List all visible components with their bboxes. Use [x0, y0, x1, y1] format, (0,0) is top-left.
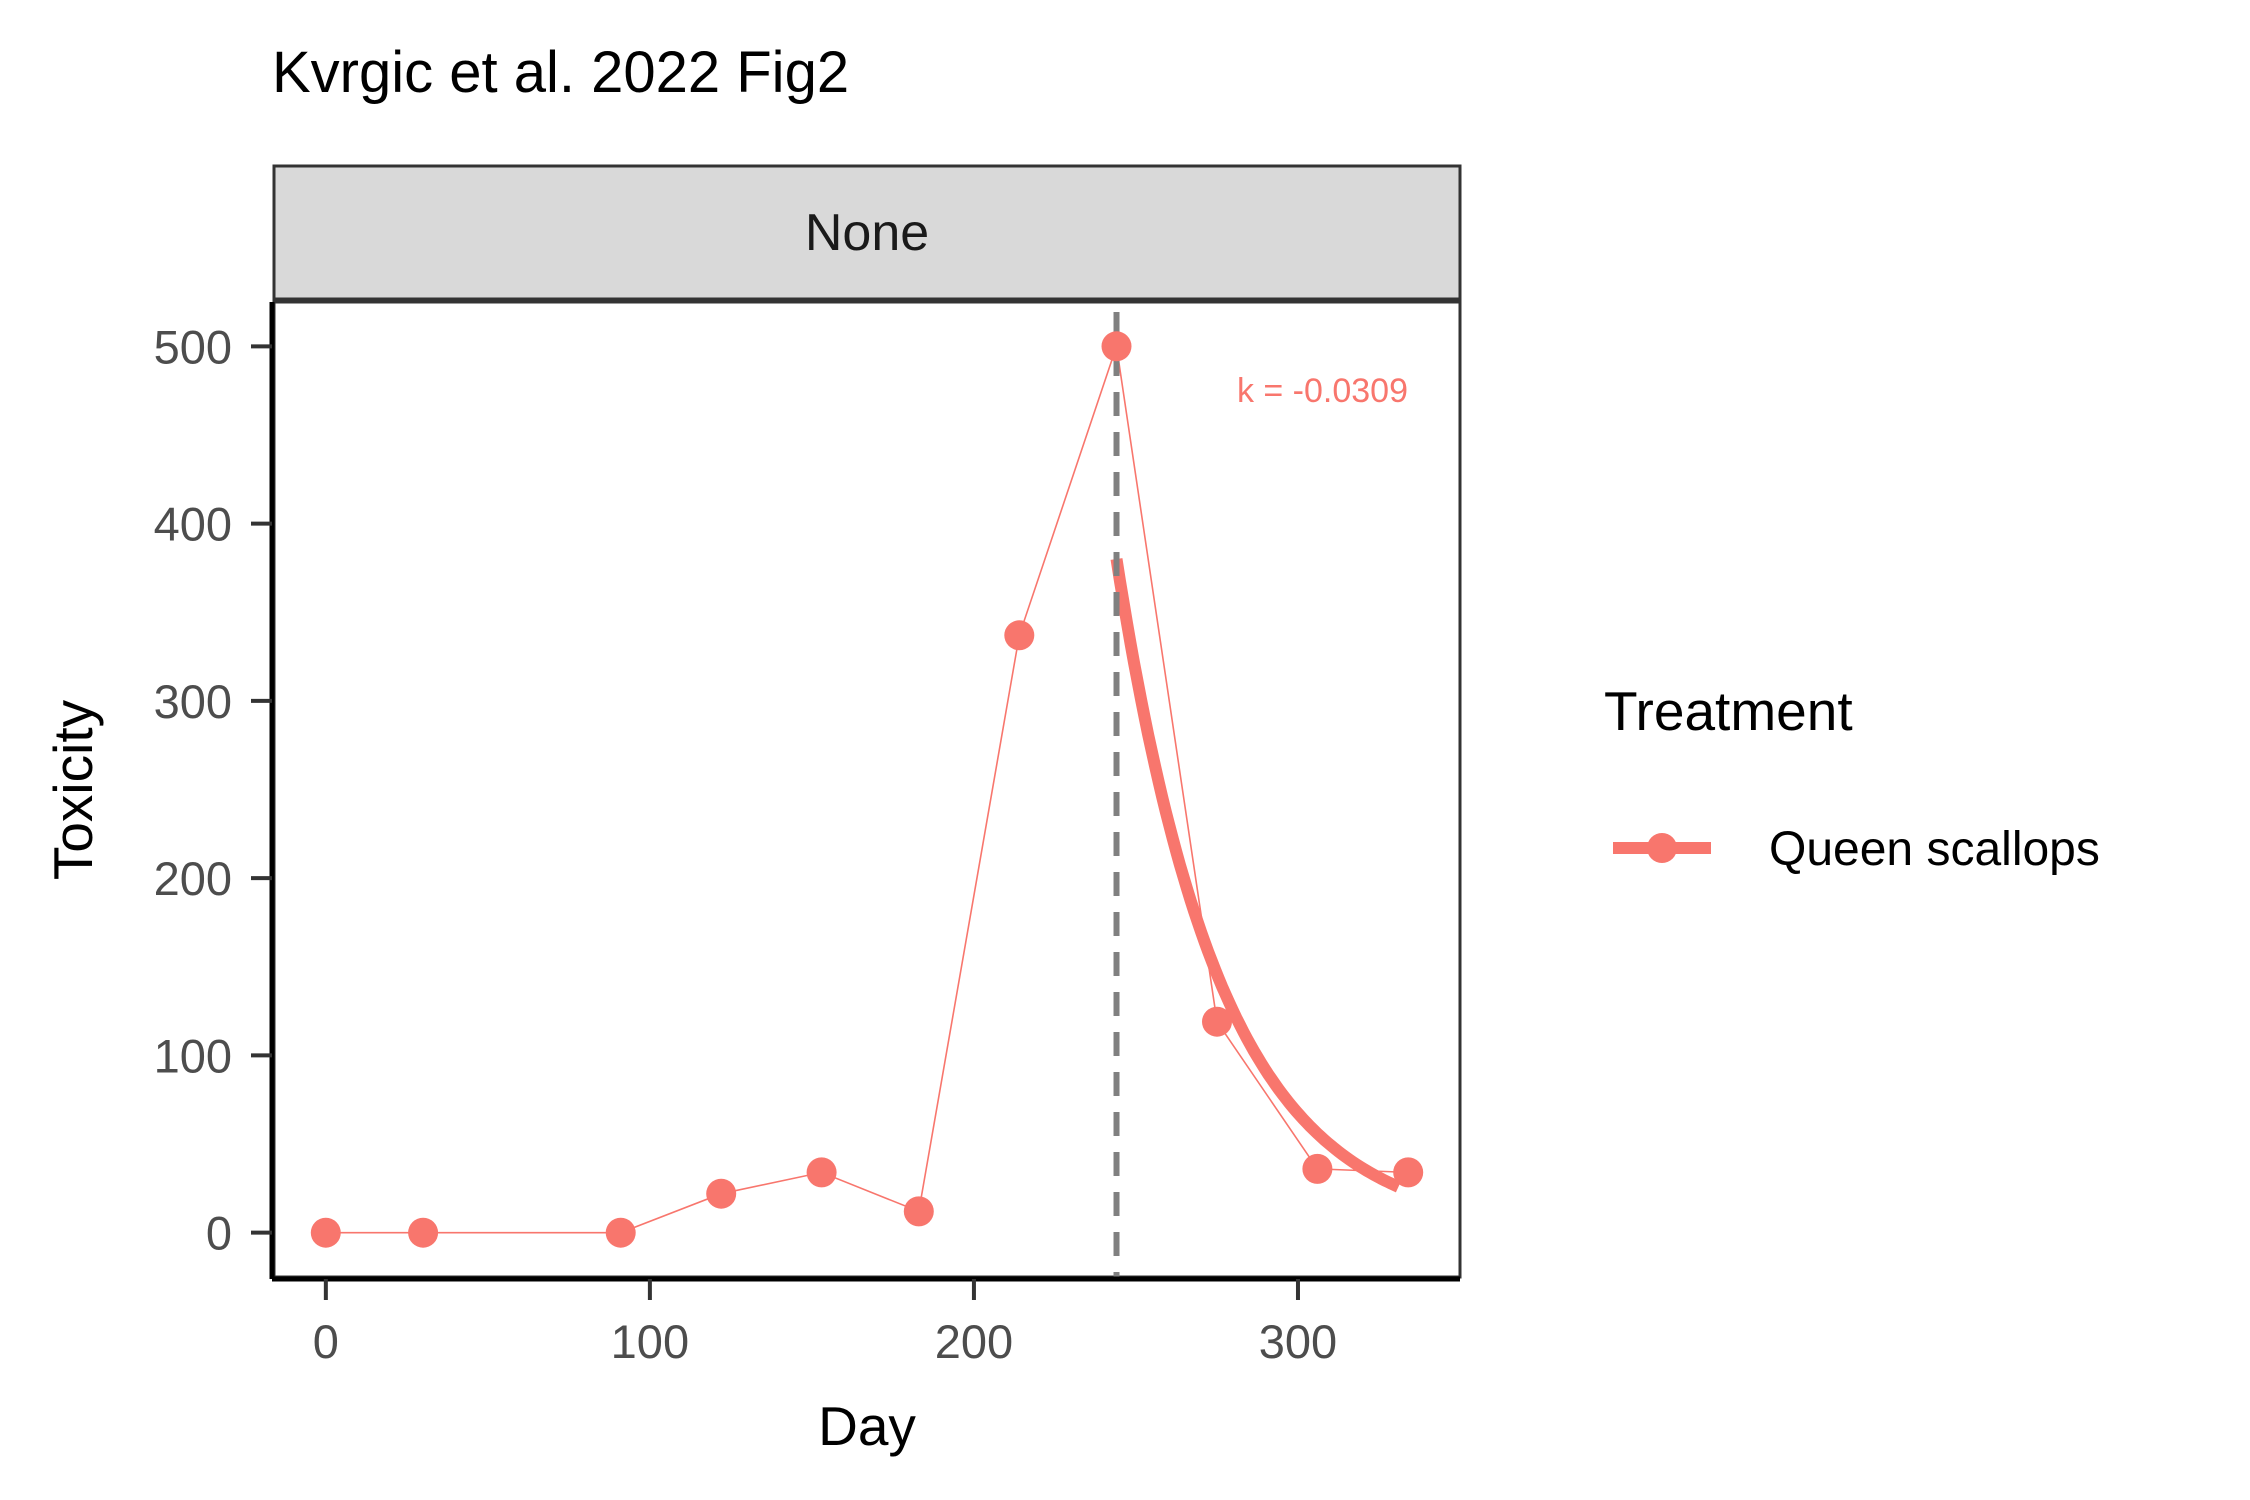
data-point	[903, 1196, 934, 1227]
data-point	[1302, 1153, 1333, 1184]
fit-curve	[1110, 558, 1401, 1193]
data-point	[1004, 620, 1035, 651]
legend-entries: Queen scallops	[1613, 823, 2100, 876]
plot-layer: k = -0.0309	[310, 312, 1424, 1277]
y-axis-title: Toxicity	[42, 699, 104, 880]
x-tick-label: 200	[935, 1315, 1013, 1368]
plot-panel	[272, 300, 1462, 1279]
data-point	[1101, 331, 1132, 362]
x-axis-title: Day	[818, 1395, 916, 1457]
data-point	[408, 1217, 439, 1248]
legend: Treatment Queen scallops	[1604, 680, 2100, 876]
chart-title: Kvrgic et al. 2022 Fig2	[272, 40, 849, 105]
y-tick-label: 400	[154, 498, 232, 551]
facet-strip-label: None	[805, 204, 929, 262]
y-tick-label: 200	[154, 852, 232, 905]
data-point	[706, 1178, 737, 1209]
facet-strip	[272, 164, 1462, 301]
data-point	[605, 1217, 636, 1248]
data-point	[806, 1157, 837, 1188]
y-tick-label: 0	[206, 1207, 232, 1260]
data-point	[310, 1217, 341, 1248]
y-tick-label: 300	[154, 675, 232, 728]
x-tick-label: 100	[611, 1315, 689, 1368]
legend-key-point	[1647, 833, 1677, 863]
data-point	[1202, 1006, 1232, 1037]
x-tick-label: 0	[313, 1315, 339, 1368]
axis-layer: 0 100 200 300 400 500 0 100 200 300	[154, 320, 1338, 1368]
data-point	[1393, 1157, 1424, 1188]
x-tick-label: 300	[1259, 1315, 1337, 1368]
y-tick-label: 500	[154, 320, 232, 373]
legend-label: Queen scallops	[1769, 823, 2100, 876]
fit-annotation: k = -0.0309	[1237, 372, 1408, 410]
y-tick-label: 100	[154, 1029, 232, 1082]
legend-title: Treatment	[1604, 680, 1853, 742]
